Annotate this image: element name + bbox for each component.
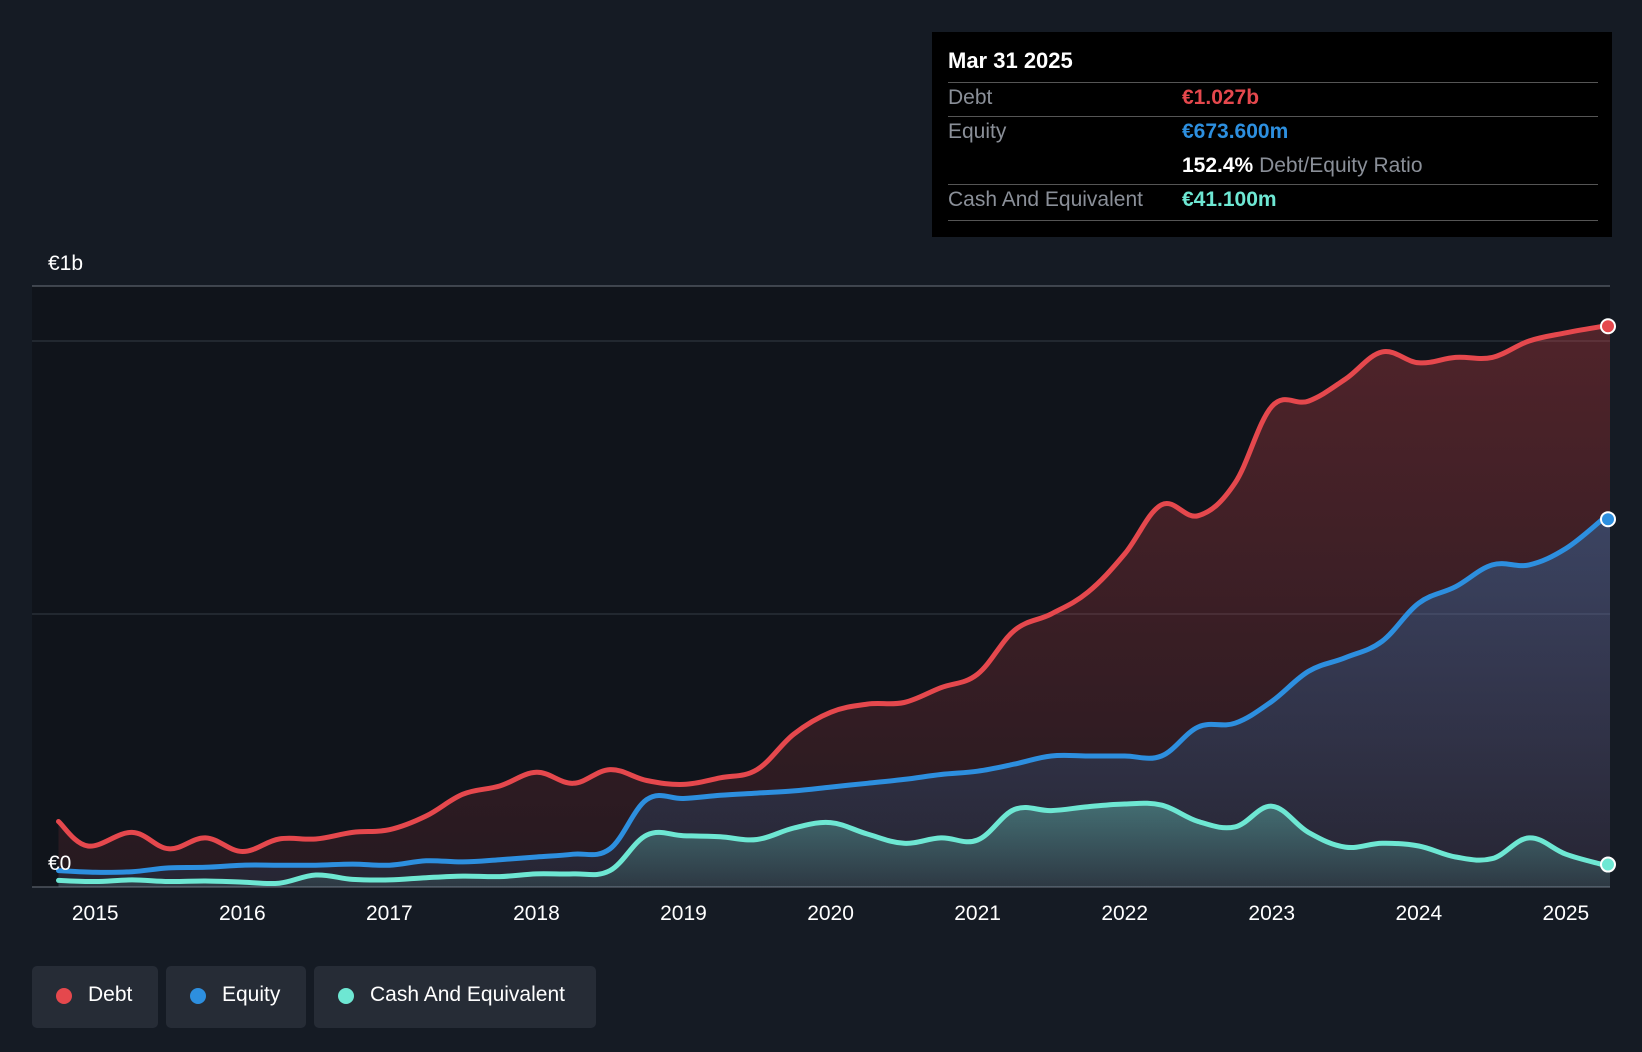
tooltip-divider: [948, 116, 1598, 117]
tooltip-debt-value: €1.027b: [1182, 86, 1260, 109]
cash-line: [56, 800, 1613, 887]
tooltip-ratio-value: 152.4%: [1182, 154, 1254, 177]
x-tick-label: 2024: [1395, 902, 1442, 925]
x-tick-label: 2023: [1248, 902, 1295, 925]
tooltip-debt-label: Debt: [948, 86, 993, 109]
legend-debt-label: Debt: [88, 983, 133, 1006]
tooltip-date: Mar 31 2025: [948, 48, 1073, 73]
legend-equity-label: Equity: [222, 983, 281, 1006]
y-axis-bottom-label: €0: [48, 852, 71, 875]
tooltip-divider: [948, 82, 1598, 83]
tooltip-divider: [948, 184, 1598, 185]
x-tick-label: 2015: [72, 902, 119, 925]
x-tick-label: 2022: [1101, 902, 1148, 925]
cash-dot-icon: [338, 988, 354, 1004]
debt-dot-icon: [56, 988, 72, 1004]
tooltip-ratio: 152.4% Debt/Equity Ratio: [1182, 154, 1423, 178]
equity-dot-icon: [190, 988, 206, 1004]
x-tick-label: 2016: [219, 902, 266, 925]
legend-cash-label: Cash And Equivalent: [370, 983, 565, 1006]
x-tick-label: 2017: [366, 902, 413, 925]
tooltip-equity-label: Equity: [948, 120, 1007, 143]
equity-end-point: [1600, 511, 1616, 528]
tooltip-cash-value: €41.100m: [1182, 188, 1277, 211]
x-tick-label: 2021: [954, 902, 1001, 925]
equity-area: [58, 519, 1610, 887]
x-tick-label: 2018: [513, 902, 560, 925]
debt-line: [56, 323, 1613, 855]
equity-line: [56, 516, 1613, 875]
legend-item-equity[interactable]: Equity: [166, 966, 306, 1028]
y-axis-top-label: €1b: [48, 252, 83, 275]
tooltip-cash-label: Cash And Equivalent: [948, 188, 1143, 211]
cash-area: [58, 803, 1610, 887]
x-tick-label: 2025: [1543, 902, 1590, 925]
debt-end-point: [1600, 318, 1616, 335]
x-tick-label: 2019: [660, 902, 707, 925]
legend-item-debt[interactable]: Debt: [32, 966, 158, 1028]
tooltip-equity-value: €673.600m: [1182, 120, 1289, 143]
tooltip-divider: [948, 220, 1598, 221]
cash-end-point: [1600, 856, 1616, 873]
tooltip-ratio-label: Debt/Equity Ratio: [1259, 154, 1423, 177]
tooltip-panel: Mar 31 2025 Debt €1.027b Equity €673.600…: [932, 32, 1612, 237]
x-tick-label: 2020: [807, 902, 854, 925]
legend-item-cash[interactable]: Cash And Equivalent: [314, 966, 596, 1028]
